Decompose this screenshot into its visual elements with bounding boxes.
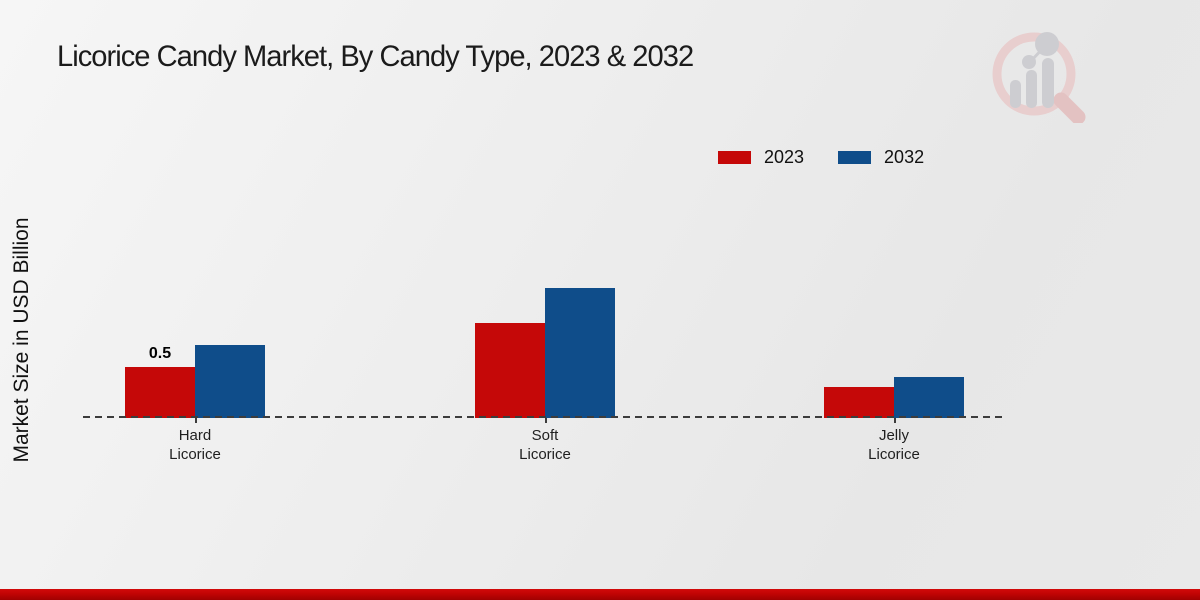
magnifier-bar-chart-logo-icon xyxy=(992,32,1086,123)
x-axis-dashed-baseline xyxy=(83,416,1007,418)
bar-group-soft-licorice: Soft Licorice xyxy=(475,260,615,463)
y-axis-label: Market Size in USD Billion xyxy=(10,217,33,463)
bar-2023-jelly-licorice xyxy=(823,387,894,418)
footer-red-band xyxy=(0,589,1200,600)
bar-group-hard-licorice: 0.5 Hard Licorice xyxy=(124,260,265,463)
legend-label-2023: 2023 xyxy=(764,147,805,167)
category-label-hard-licorice: Hard Licorice xyxy=(169,427,221,463)
page-title: Licorice Candy Market, By Candy Type, 20… xyxy=(57,40,694,73)
category-label-soft-licorice: Soft Licorice xyxy=(519,427,571,463)
bar-group-jelly-licorice: Jelly Licorice xyxy=(823,260,964,463)
legend-swatch-2032 xyxy=(838,151,872,164)
bar-2032-soft-licorice xyxy=(545,288,615,418)
legend: 2023 2032 xyxy=(718,147,924,168)
legend-label-2032: 2032 xyxy=(884,147,925,167)
bar-value-label-2023-hard-licorice: 0.5 xyxy=(148,345,172,362)
bar-2023-soft-licorice xyxy=(475,323,545,418)
x-axis-tick-jelly-licorice xyxy=(893,418,896,423)
legend-item-2032: 2032 xyxy=(838,147,924,168)
legend-item-2023: 2023 xyxy=(718,147,804,168)
x-axis-tick-hard-licorice xyxy=(194,418,197,423)
x-axis-tick-soft-licorice xyxy=(545,418,547,423)
bar-chart-plot-area: 0.5 Hard Licorice Soft Licorice Jelly Licor… xyxy=(83,260,1007,463)
bar-2023-hard-licorice xyxy=(124,367,195,418)
category-label-jelly-licorice: Jelly Licorice xyxy=(868,427,920,463)
bar-2032-jelly-licorice xyxy=(893,377,964,418)
legend-swatch-2023 xyxy=(718,151,751,164)
bar-2032-hard-licorice xyxy=(194,345,265,418)
